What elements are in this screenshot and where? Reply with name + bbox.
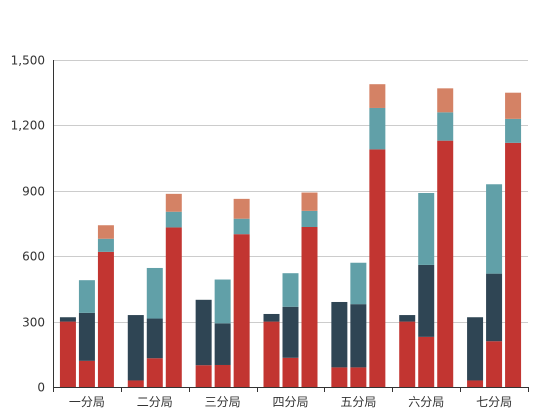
bar-segment — [97, 251, 114, 387]
bar-segment — [350, 262, 367, 305]
bar-segment — [165, 211, 182, 228]
bar-segment — [127, 315, 144, 381]
y-tick-label: 600 — [22, 250, 45, 264]
axes — [53, 60, 529, 392]
bar-segment — [418, 336, 435, 387]
bar-segment — [486, 184, 503, 274]
y-tick-label: 0 — [37, 381, 45, 395]
bar-segment — [282, 273, 299, 307]
bar-segment — [165, 193, 182, 212]
bar-segment — [282, 306, 299, 358]
y-tick-labels: 0 300 600 900 1,200 1,500 — [11, 54, 45, 395]
bar-segment — [195, 299, 212, 366]
bar-segment — [195, 365, 212, 387]
bar-segment — [214, 279, 231, 324]
bar-segment — [78, 280, 95, 313]
bar-segment — [301, 226, 318, 387]
bar-segment — [146, 358, 163, 387]
bar-segment — [301, 192, 318, 211]
bar-segment — [97, 225, 114, 239]
x-tick-label: 一分局 — [69, 395, 105, 409]
bar-segment — [467, 380, 484, 387]
bar-segment — [331, 367, 348, 387]
bar-segment — [418, 192, 435, 265]
x-tick-label: 五分局 — [340, 395, 376, 409]
y-tick-label: 300 — [22, 316, 45, 330]
bar-segment — [350, 304, 367, 368]
bar-segment — [369, 107, 386, 150]
bar-segment — [486, 341, 503, 387]
y-tick-label: 900 — [22, 185, 45, 199]
x-tick-label: 七分局 — [476, 395, 512, 409]
bars — [59, 84, 522, 387]
bar-segment — [78, 312, 95, 361]
x-tick-label: 三分局 — [205, 395, 241, 409]
bar-segment — [399, 315, 416, 322]
bar-segment — [282, 357, 299, 387]
bar-segment — [233, 234, 250, 387]
bar-segment — [486, 273, 503, 342]
bar-segment — [399, 321, 416, 387]
bar-segment — [263, 313, 280, 322]
bar-segment — [437, 140, 454, 387]
bar-segment — [59, 317, 76, 322]
bar-segment — [505, 118, 522, 143]
bar-segment — [78, 360, 95, 387]
x-tick-label: 四分局 — [272, 395, 308, 409]
bar-segment — [233, 218, 250, 235]
bar-segment — [59, 321, 76, 387]
bar-segment — [505, 92, 522, 119]
bar-segment — [146, 318, 163, 359]
y-tick-label: 1,200 — [11, 119, 45, 133]
bar-segment — [437, 88, 454, 113]
bar-segment — [467, 317, 484, 381]
bar-segment — [437, 112, 454, 141]
bar-segment — [233, 198, 250, 219]
y-tick-label: 1,500 — [11, 54, 45, 68]
x-tick-label: 六分局 — [408, 395, 444, 409]
bar-segment — [263, 321, 280, 387]
bar-segment — [369, 149, 386, 387]
bar-segment — [214, 323, 231, 365]
bar-segment — [350, 367, 367, 387]
bar-segment — [418, 264, 435, 337]
bar-segment — [214, 364, 231, 387]
bar-segment — [505, 142, 522, 387]
x-tick-label: 二分局 — [137, 395, 173, 409]
bar-segment — [369, 84, 386, 108]
bar-segment — [127, 380, 144, 387]
x-tick-labels: 一分局 二分局 三分局 四分局 五分局 六分局 七分局 — [69, 395, 512, 409]
bar-segment — [146, 267, 163, 319]
bar-segment — [301, 210, 318, 227]
bar-segment — [331, 301, 348, 368]
bar-segment — [97, 238, 114, 252]
bar-segment — [165, 227, 182, 387]
